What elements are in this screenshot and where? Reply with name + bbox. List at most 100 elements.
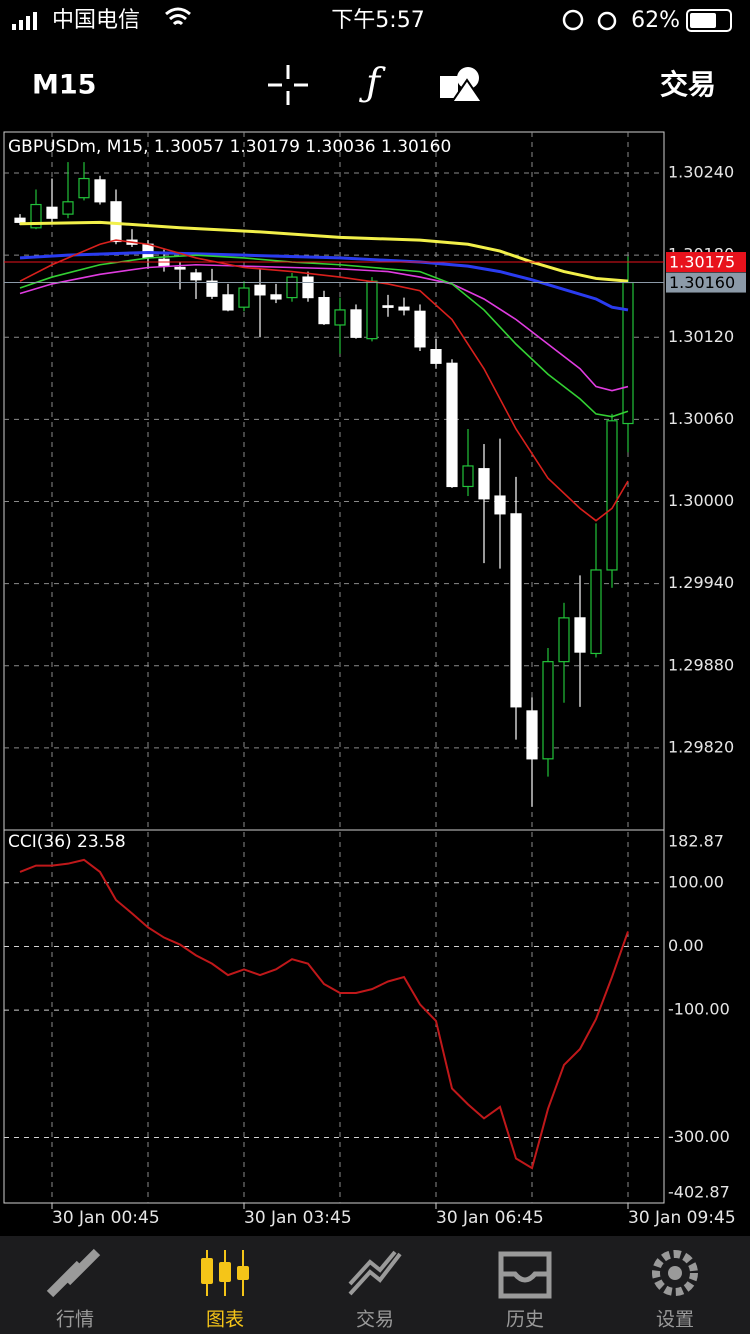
candle-body [478,468,490,500]
chart-title: GBPUSDm, M15, 1.30057 1.30179 1.30036 1.… [8,137,451,157]
wifi-icon [165,7,191,26]
candle-body [46,206,58,219]
tab-label: 历史 [506,1309,544,1331]
candle-body [366,280,378,340]
candle-body [110,201,122,243]
tab-item[interactable]: 图表 [201,1250,249,1331]
candle-body [350,309,362,338]
candle-body [206,280,218,297]
tab-item[interactable]: 行情 [46,1248,101,1331]
signal-bar [26,16,30,30]
candle-body [238,287,250,308]
y-tick-label: 1.29880 [668,655,734,674]
battery-level: 62% [631,8,680,33]
candle-body [606,420,618,571]
candle-body [574,617,586,653]
price-label-box [666,252,746,273]
signal-bar [19,20,23,30]
candle-body [558,617,570,663]
candle-body [430,349,442,364]
carrier: 中国电信 [52,8,140,33]
crosshair-icon [268,65,308,105]
objects-icon [440,76,458,98]
signal-bar [33,12,37,30]
signal-bar [12,24,16,30]
candle-body [14,217,26,223]
candle-body [414,310,426,348]
candle-body [302,276,314,299]
tabs: 行情 图表 交易 历史 设置 [46,1248,698,1331]
tab-icon [237,1266,249,1280]
tab-icon [498,1251,552,1299]
tab-icon [348,1250,402,1296]
tab-icon [668,1266,682,1280]
crosshair-button[interactable] [268,65,308,105]
candle-body [622,281,634,425]
candle-body [94,179,106,203]
y-tick-label: 1.29940 [668,573,734,592]
tab-bar [0,1236,750,1334]
tab-label: 设置 [656,1309,694,1331]
y-tick-label: 0.00 [668,936,704,955]
candle-body [542,661,554,760]
candle-body [30,203,42,229]
y-tick-label: 1.30240 [668,163,734,182]
y-tick-label: -100.00 [668,1000,730,1019]
y-tick-label: 1.30120 [668,327,734,346]
candle-body [398,306,410,311]
tab-label: 交易 [356,1309,394,1331]
price-label: 1.30160 [669,273,735,292]
candle-body [286,276,298,299]
candle-body [334,309,346,326]
timeframe-button[interactable]: M15 [32,70,96,101]
candle-body [270,294,282,300]
moving-average [19,263,629,392]
candle-body [526,710,538,760]
battery-fill [690,13,716,28]
tab-icon [652,1250,698,1296]
tab-icon [201,1258,213,1284]
tab-icon [219,1262,231,1282]
candle-body [494,495,506,515]
price-label: 1.30175 [669,253,735,272]
moving-average [19,220,629,283]
candle-body [190,272,202,281]
y-tick-label: 1.29820 [668,737,734,756]
tab-label: 图表 [206,1309,244,1331]
trade-button[interactable]: 交易 [660,68,716,101]
y-tick-label: -300.00 [668,1127,730,1146]
y-tick-label: 100.00 [668,872,724,891]
y-tick-label: 1.30000 [668,491,734,510]
tab-item[interactable]: 历史 [498,1251,552,1331]
moving-average [19,250,629,312]
candle-body [78,177,90,199]
moving-average [19,254,629,418]
tab-item[interactable]: 交易 [348,1250,402,1331]
candle-body [462,465,474,488]
alarm-icon [597,11,617,31]
objects-button[interactable] [440,67,484,103]
clock: 下午5:57 [331,8,424,33]
tab-icon [46,1248,101,1298]
candle-body [222,294,234,311]
status-bar: 中国电信 下午5:57 62% [12,7,732,33]
x-tick-label: 30 Jan 00:45 [52,1208,160,1228]
candle-body [382,305,394,308]
indicator-title: CCI(36) 23.58 [8,832,126,852]
y-tick-label: 182.87 [668,832,724,851]
candle-body [318,297,330,325]
candle-body [62,201,74,215]
tab-item[interactable]: 设置 [652,1250,698,1331]
candle-body [590,569,602,655]
x-tick-label: 30 Jan 09:45 [628,1208,736,1228]
x-tick-label: 30 Jan 06:45 [436,1208,544,1228]
x-tick-label: 30 Jan 03:45 [244,1208,352,1228]
objects-icon [457,67,479,89]
candle-body [158,258,170,267]
candle-body [174,266,186,270]
y-tick-label: 1.30060 [668,409,734,428]
candle-body [510,513,522,708]
